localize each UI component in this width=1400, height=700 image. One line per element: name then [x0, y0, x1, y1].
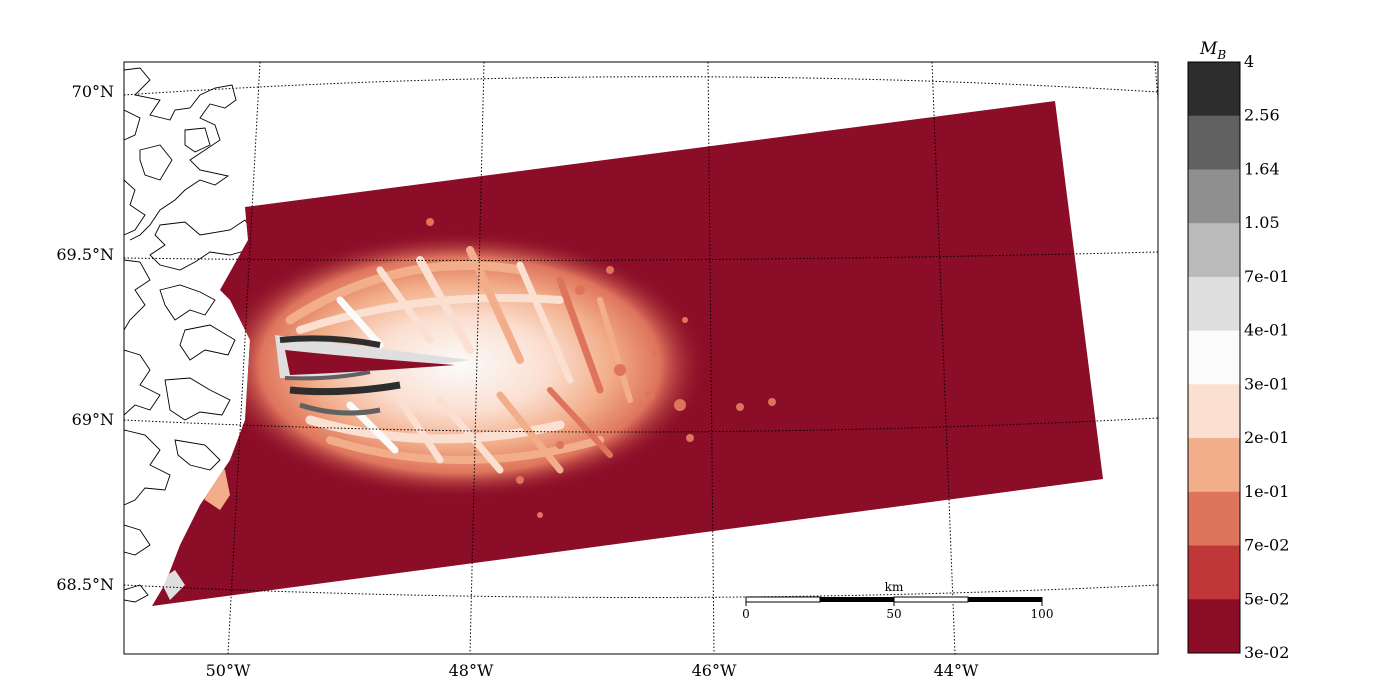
colorbar-tick-label: 7e-02: [1244, 536, 1289, 555]
colorbar: MB 4 2.56 1.64 1.05 7e-01 4e-01 3e-01 2e-01 1e-0…: [1187, 39, 1289, 662]
lat-label-69-5n: 69.5°N: [56, 245, 114, 264]
colorbar-tick-label: 2e-01: [1244, 428, 1289, 447]
lat-label-70n: 70°N: [72, 82, 114, 101]
colorbar-tick-label: 1.64: [1244, 159, 1280, 178]
scale-bar-tick-100: 100: [1031, 607, 1054, 621]
scale-bar: km 0 50 100: [742, 580, 1053, 621]
colorbar-segment: [1188, 115, 1240, 170]
coastline: [124, 67, 256, 603]
scale-bar-tick-50: 50: [886, 607, 901, 621]
colorbar-segment: [1188, 330, 1240, 385]
scale-bar-tick-0: 0: [742, 607, 750, 621]
scale-bar-unit: km: [885, 580, 904, 594]
colorbar-segment: [1188, 62, 1240, 117]
colorbar-tick-label: 3e-02: [1244, 643, 1289, 662]
colorbar-tick-label: 4e-01: [1244, 321, 1289, 340]
lon-label-48w: 48°W: [449, 661, 494, 680]
colorbar-segment: [1188, 491, 1240, 547]
colorbar-segment: [1188, 384, 1240, 439]
colorbar-tick-label: 2.56: [1244, 106, 1280, 125]
lat-label-68-5n: 68.5°N: [56, 575, 114, 594]
colorbar-title: MB: [1199, 39, 1226, 62]
colorbar-segment: [1188, 276, 1240, 332]
lon-label-50w: 50°W: [206, 661, 251, 680]
colorbar-tick-label: 1.05: [1244, 213, 1280, 232]
lon-label-44w: 44°W: [934, 661, 979, 680]
lat-label-69n: 69°N: [72, 410, 114, 429]
colorbar-tick-label: 7e-01: [1244, 267, 1289, 286]
colorbar-tick-label: 3e-01: [1244, 374, 1289, 393]
colorbar-segment: [1188, 438, 1240, 493]
glacier-melt-zone: [160, 218, 776, 600]
colorbar-tick-label: 1e-01: [1244, 482, 1289, 501]
graticule: [124, 62, 1158, 654]
colorbar-segment: [1188, 545, 1240, 600]
colorbar-segment: [1188, 599, 1240, 654]
colorbar-tick-label: 4: [1244, 52, 1254, 71]
colorbar-segment: [1188, 223, 1240, 278]
colorbar-segment: [1188, 169, 1240, 224]
colorbar-tick-label: 5e-02: [1244, 589, 1289, 608]
lon-label-46w: 46°W: [692, 661, 737, 680]
